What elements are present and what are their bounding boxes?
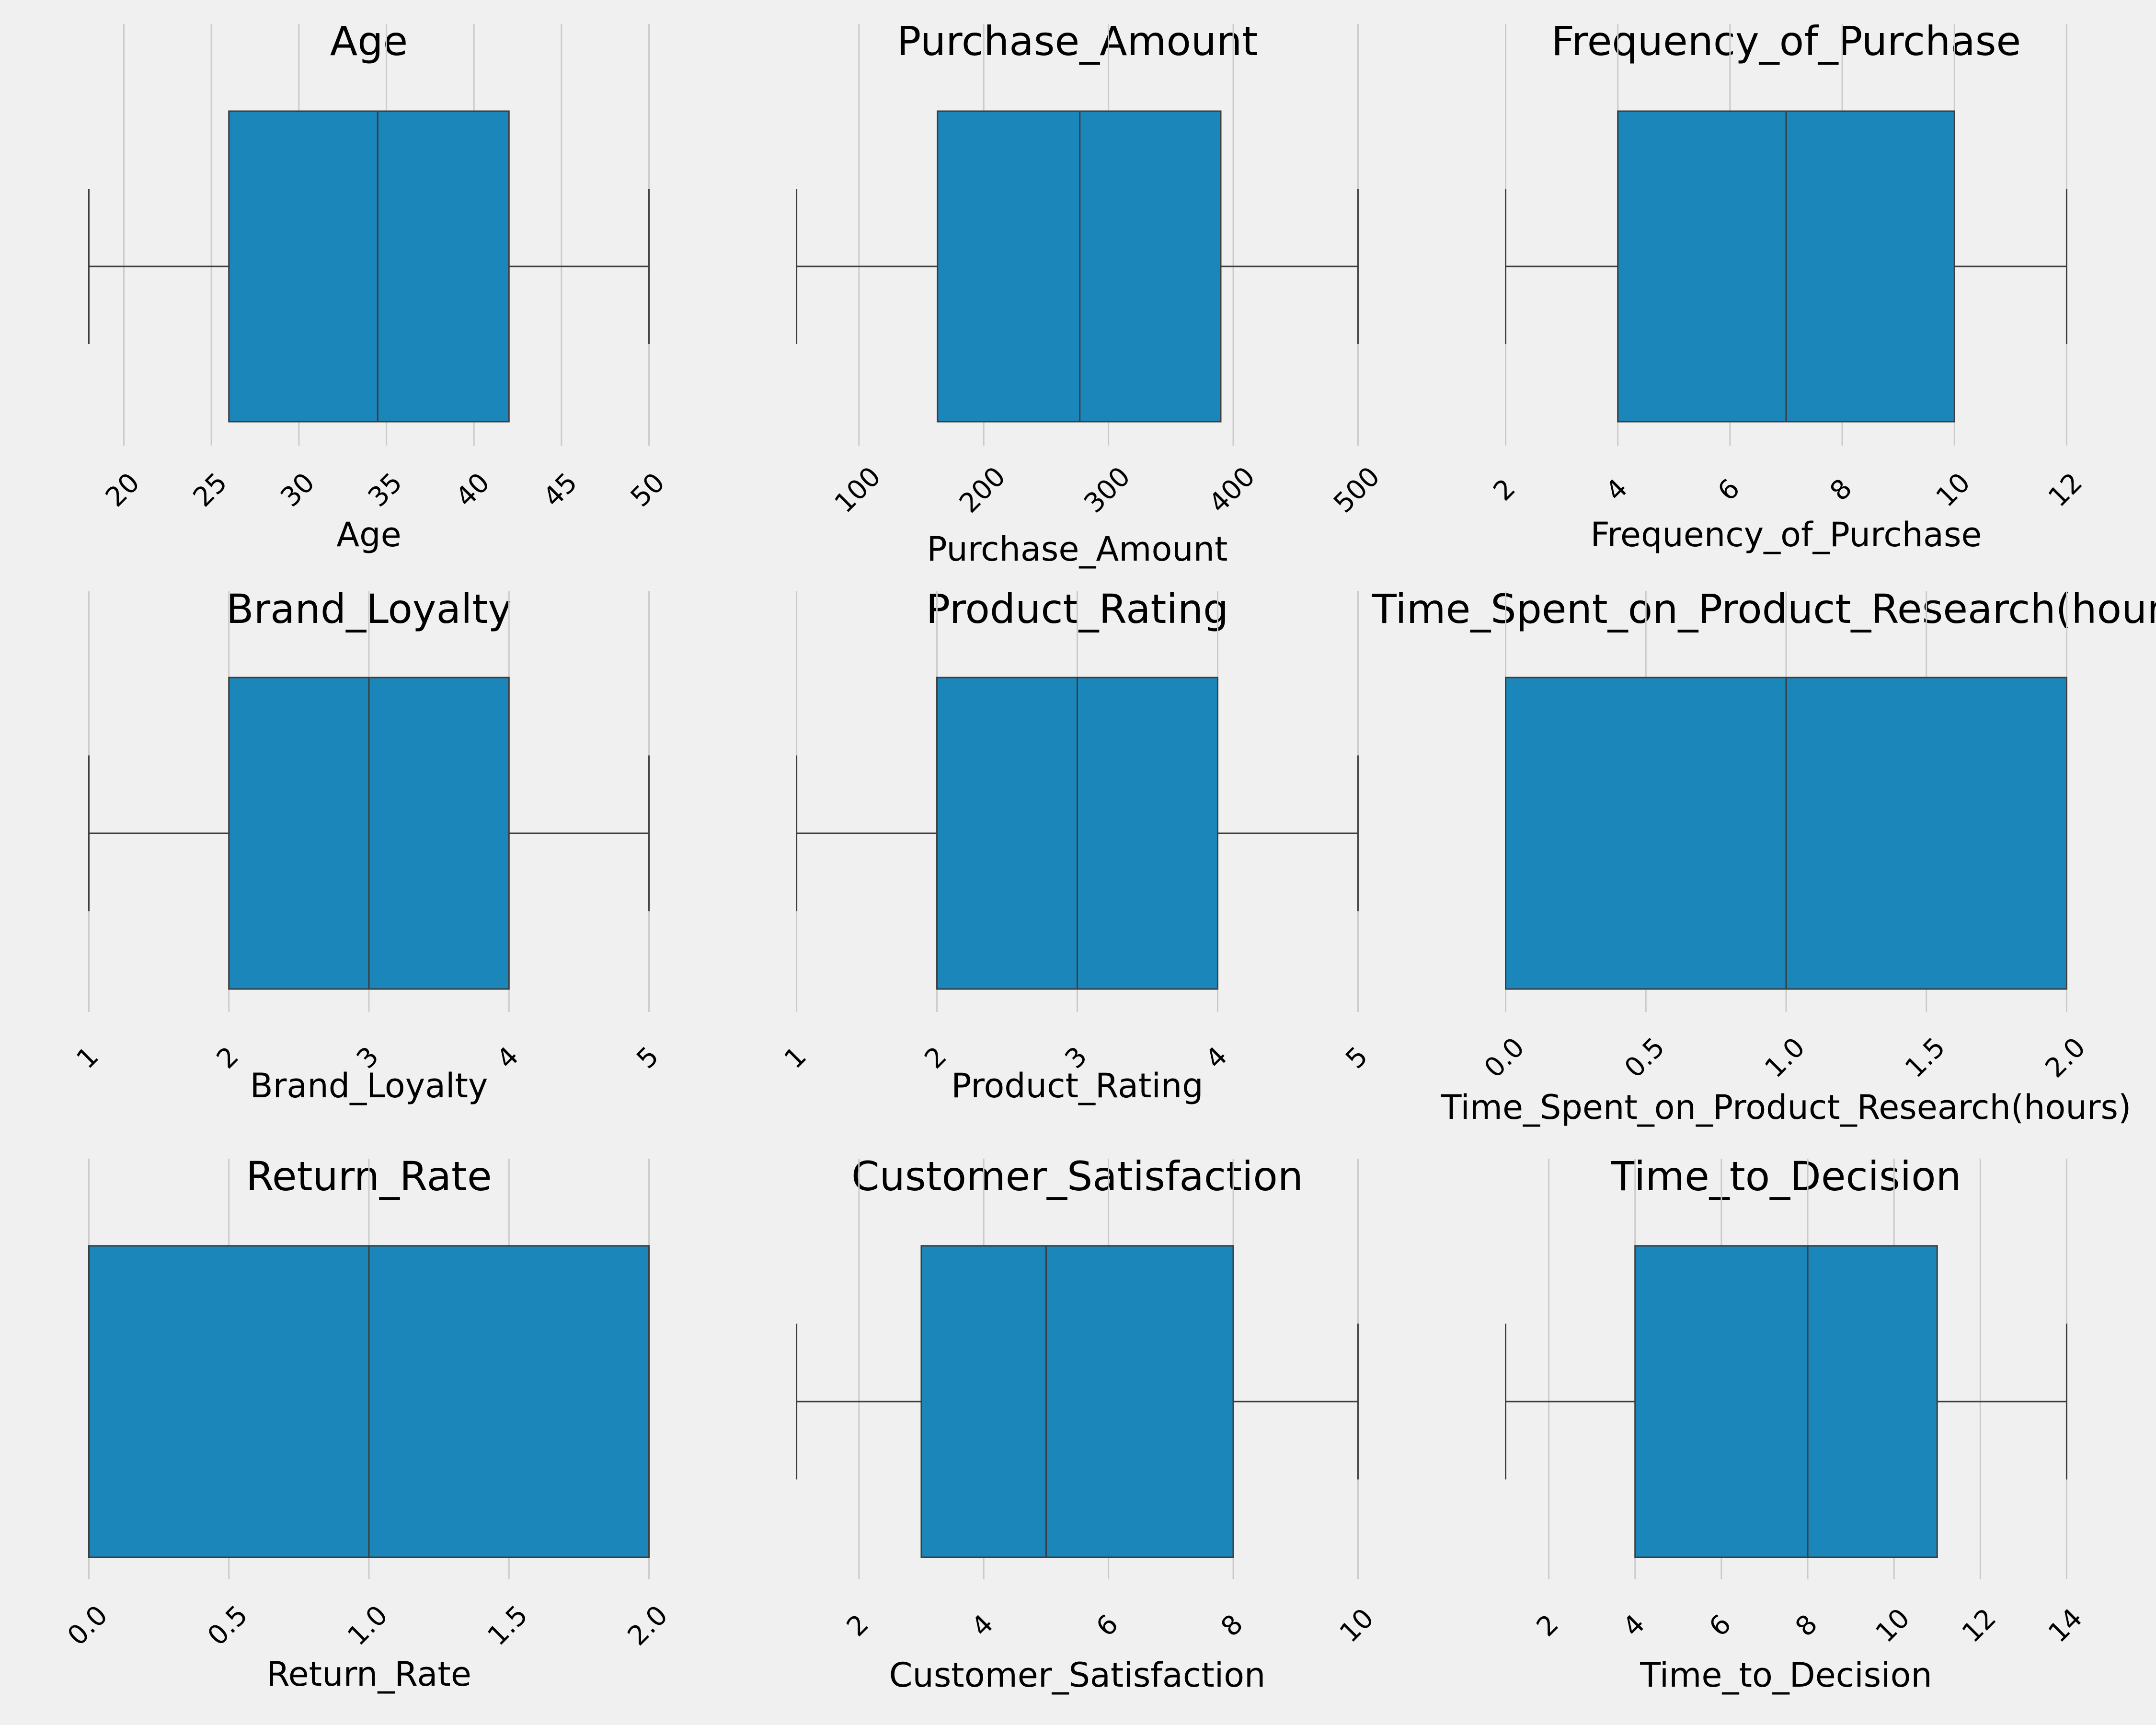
panel-3-tick-label: 1 [70,1041,104,1075]
panel-5-x-axis-label: Time_Spent_on_Product_Research(hours) [1441,1088,2132,1127]
panel-8: Time_to_Decision 2 4 6 8 10 12 14 Time_to_Decisi… [1505,1153,2088,1695]
panel-4-x-axis-label: Product_Rating [951,1066,1203,1105]
panel-2-tick-label: 12 [2042,467,2088,513]
panel-7-x-axis-label: Customer_Satisfaction [889,1656,1266,1695]
panel-6-tick-label: 0.0 [62,1599,114,1652]
panel-6-tick-label: 2.0 [622,1599,674,1652]
panel-4-tick-label: 2 [919,1041,953,1075]
panel-1-tick-label: 500 [1328,461,1386,519]
panel-2-tick-label: 8 [1824,473,1858,507]
panel-7-tick-label: 10 [1334,1602,1380,1648]
panel-2-tick-label: 2 [1488,473,1522,507]
panel-5-tick-label: 0.0 [1479,1032,1531,1084]
panel-1-tick-label: 300 [1078,461,1136,519]
panel-2-title: Frequency_of_Purchase [1551,18,2021,65]
panel-7-tick-label: 8 [1215,1609,1249,1643]
panel-6-tick-label: 1.5 [482,1599,534,1652]
panel-5-tick-label: 1.5 [1899,1032,1951,1084]
panel-5-tick-label: 0.5 [1618,1032,1671,1084]
panel-4-tick-label: 4 [1199,1041,1233,1075]
panel-1-tick-label: 100 [829,461,887,519]
panel-3-x-axis-label: Brand_Loyalty [250,1066,488,1105]
panel-7-iqr-box [920,1245,1234,1558]
panel-1-x-axis-label: Purchase_Amount [927,529,1228,569]
panel-8-tick-label: 6 [1703,1609,1737,1643]
panel-2-x-axis-label: Frequency_of_Purchase [1591,515,1982,554]
panel-8-tick-label: 4 [1617,1609,1651,1643]
panel-6-x-axis-label: Return_Rate [266,1655,471,1694]
panel-8-title: Time_to_Decision [1610,1153,1961,1200]
panel-5: Time_Spent_on_Product_Research(hours) 0.0… [1372,586,2156,1127]
panel-4-tick-label: 5 [1340,1041,1374,1075]
panel-7: Customer_Satisfaction 2 4 6 8 10 Customer_Sati… [796,1153,1380,1695]
panel-8-tick-label: 12 [1956,1602,2002,1648]
panel-3-tick-label: 2 [211,1041,245,1075]
panel-0-tick-label: 40 [450,467,496,513]
panel-2-tick-label: 4 [1600,473,1634,507]
panel-0-x-axis-label: Age [336,515,401,554]
panel-7-tick-label: 6 [1090,1609,1124,1643]
panel-1: Purchase_Amount 100 200 300 400 500 Purchase_A… [796,18,1386,569]
panel-6-tick-label: 1.0 [342,1599,394,1652]
panel-6-tick-label: 0.5 [202,1599,254,1652]
panel-4-tick-label: 1 [779,1041,813,1075]
panel-3-tick-label: 4 [491,1041,525,1075]
panel-8-tick-label: 10 [1870,1602,1916,1648]
panel-2-tick-label: 10 [1930,467,1976,513]
panel-7-tick-label: 4 [965,1609,999,1643]
panel-0-tick-label: 35 [362,467,408,513]
panel-8-x-axis-label: Time_to_Decision [1640,1656,1932,1695]
panel-0-tick-label: 30 [275,467,321,513]
panel-2: Frequency_of_Purchase 2 4 6 8 10 12 Frequency_o… [1488,18,2089,554]
panel-3-tick-label: 5 [631,1041,665,1075]
panel-0-tick-label: 45 [537,467,583,513]
panel-0-iqr-box [228,110,510,423]
panel-8-tick-label: 14 [2042,1602,2088,1648]
panel-5-title: Time_Spent_on_Product_Research(hours) [1372,586,2156,632]
panel-8-tick-label: 8 [1789,1609,1823,1643]
panel-1-title: Purchase_Amount [897,18,1258,65]
panel-7-tick-label: 2 [841,1609,875,1643]
panel-0-tick-label: 20 [100,467,146,513]
panel-7-title: Customer_Satisfaction [851,1153,1303,1200]
panel-0-title: Age [330,18,408,65]
panel-8-tick-label: 2 [1531,1609,1565,1643]
panel-5-tick-label: 2.0 [2040,1032,2092,1084]
panel-5-tick-label: 1.0 [1759,1032,1811,1084]
panel-1-tick-label: 200 [953,461,1012,519]
panel-0: Age 20 25 30 35 40 45 50 Age [88,18,671,554]
panel-8-iqr-box [1634,1245,1938,1558]
panel-2-tick-label: 6 [1712,473,1746,507]
panel-1-tick-label: 400 [1203,461,1261,519]
panel-0-tick-label: 50 [625,467,671,513]
panel-0-tick-label: 25 [187,467,233,513]
